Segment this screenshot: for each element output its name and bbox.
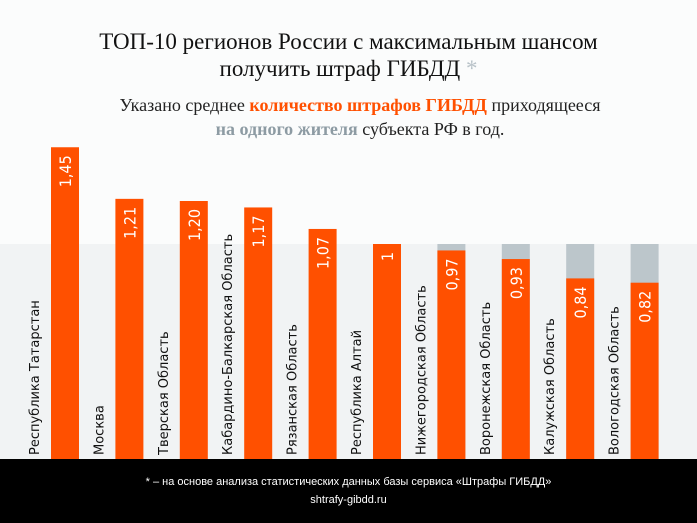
title-line-2: получить штраф ГИБДД [219,56,461,81]
subtitle-highlight-orange: количество штрафов ГИБДД [249,95,487,115]
category-label: Воронежская Область [479,302,494,455]
category-label: Нижегородская Область [414,285,429,455]
value-label: 0,97 [442,258,461,290]
bar [51,147,79,459]
footer-note: * – на основе анализа статистических дан… [145,476,552,488]
value-label: 1,21 [120,207,139,239]
category-label: Республика Алтай [350,330,365,455]
bar [244,207,273,459]
chart-subtitle: Указано среднее количество штрафов ГИБДД… [60,93,660,141]
subtitle-text: субъекта РФ в год. [357,119,505,139]
value-label: 1 [378,252,397,261]
value-label: 1,20 [185,209,204,241]
bar [437,250,466,459]
bar [373,244,401,459]
category-label: Вологодская Область [608,306,623,455]
category-label: Республика Татарстан [28,300,43,455]
value-label: 0,93 [507,267,526,299]
subtitle-highlight-gray: на одного жителя [215,119,358,139]
value-label: 0,82 [636,291,655,323]
category-label: Москва [92,405,107,455]
category-label: Кабардино-Балкарская Область [221,234,236,455]
title-line-1: ТОП-10 регионов России с максимальным ша… [99,29,598,54]
footer-site: shtrafy-gibdd.ru [310,494,387,506]
bar [630,282,659,459]
subtitle-text: Указано среднее [119,95,250,115]
bar [501,259,530,459]
bar [308,228,337,459]
bar [115,198,144,459]
category-label: Калужская Область [543,318,558,455]
value-label: 1,45 [56,155,75,187]
footer: * – на основе анализа статистических дан… [0,459,697,523]
category-label: Тверская Область [157,331,172,456]
subtitle-text: приходящееся [486,95,601,115]
title-asterisk: * [465,56,478,81]
value-label: 1,17 [249,215,268,247]
category-label: Рязанская Область [286,324,301,455]
chart-title: ТОП-10 регионов России с максимальным ша… [0,28,697,82]
value-label: 1,07 [314,237,333,269]
value-label: 0,84 [571,286,590,318]
bar [566,278,595,459]
bar [179,201,208,459]
